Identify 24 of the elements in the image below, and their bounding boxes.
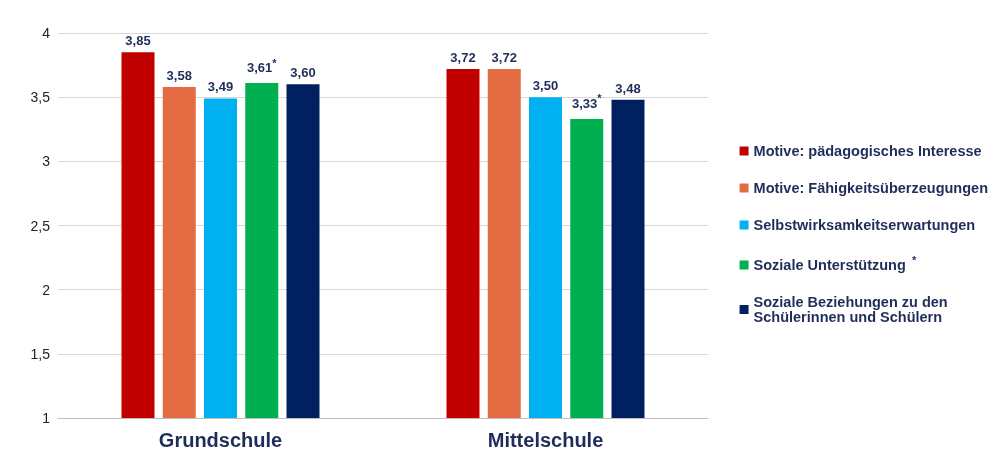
y-tick-label: 4 [42, 25, 51, 41]
legend-label: Motive: Fähigkeitsüberzeugungen [753, 180, 988, 196]
legend-label: Soziale Unterstützung* [753, 254, 917, 273]
data-label: 3,48 [615, 80, 641, 96]
legend-label: Soziale Beziehungen zu den Schülerinnen und Schülern [753, 294, 952, 325]
x-tick-label: Grundschule [158, 429, 283, 451]
y-tick-label: 1,5 [30, 345, 51, 362]
data-label: 3,58 [166, 67, 192, 83]
data-label: 3,72 [450, 49, 476, 65]
legend-label: Motive: pädagogisches Interesse [753, 143, 982, 159]
data-label: 3,49 [207, 79, 234, 95]
y-tick-label: 3 [42, 153, 51, 170]
x-tick-label: Mittelschule [487, 429, 604, 451]
y-tick-label: 1 [42, 410, 51, 426]
data-label: 3,61* [246, 56, 278, 76]
data-label: 3,33* [571, 92, 603, 111]
data-label: 3,72 [491, 49, 517, 65]
y-tick-label: 2,5 [30, 217, 51, 234]
y-tick-label: 2 [42, 281, 51, 298]
data-label: 3,60 [290, 65, 316, 81]
legend-label: Selbstwirksamkeitserwartungen [753, 217, 976, 233]
data-label: 3,85 [125, 33, 151, 49]
y-tick-label: 3,5 [30, 89, 51, 106]
data-label: 3,50 [532, 78, 559, 94]
